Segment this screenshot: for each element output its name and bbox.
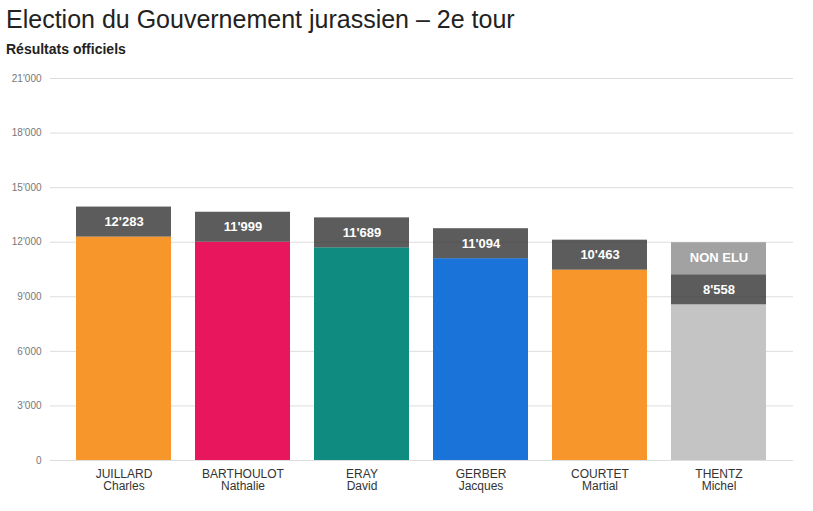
svg-text:BARTHOULOTNathalie: BARTHOULOTNathalie: [202, 467, 284, 493]
svg-text:0: 0: [36, 455, 42, 466]
svg-text:6'000: 6'000: [17, 346, 42, 357]
svg-text:GERBERJacques: GERBERJacques: [456, 467, 507, 493]
svg-text:11'689: 11'689: [343, 225, 382, 240]
svg-text:18'000: 18'000: [12, 127, 42, 138]
html-text:Election du Gouvernement juras: Election du Gouvernement jurassien – 2e …: [6, 5, 515, 33]
svg-text:3'000: 3'000: [17, 400, 42, 411]
svg-text:12'283: 12'283: [104, 214, 143, 229]
svg-text:11'999: 11'999: [224, 219, 263, 234]
svg-text:15'000: 15'000: [12, 182, 42, 193]
svg-text:12'000: 12'000: [12, 236, 42, 247]
svg-text:THENTZMichel: THENTZMichel: [695, 467, 742, 493]
svg-text:9'000: 9'000: [17, 291, 42, 302]
svg-text:8'558: 8'558: [703, 282, 735, 297]
html-text:Résultats officiels: Résultats officiels: [6, 41, 126, 57]
svg-text:ERAYDavid: ERAYDavid: [346, 467, 378, 493]
svg-text:10'463: 10'463: [580, 247, 619, 262]
svg-text:NON ELU: NON ELU: [690, 250, 749, 265]
svg-text:21'000: 21'000: [12, 73, 42, 84]
svg-text:11'094: 11'094: [462, 236, 501, 251]
svg-text:JUILLARDCharles: JUILLARDCharles: [96, 467, 153, 493]
svg-text:COURTETMartial: COURTETMartial: [571, 467, 629, 493]
